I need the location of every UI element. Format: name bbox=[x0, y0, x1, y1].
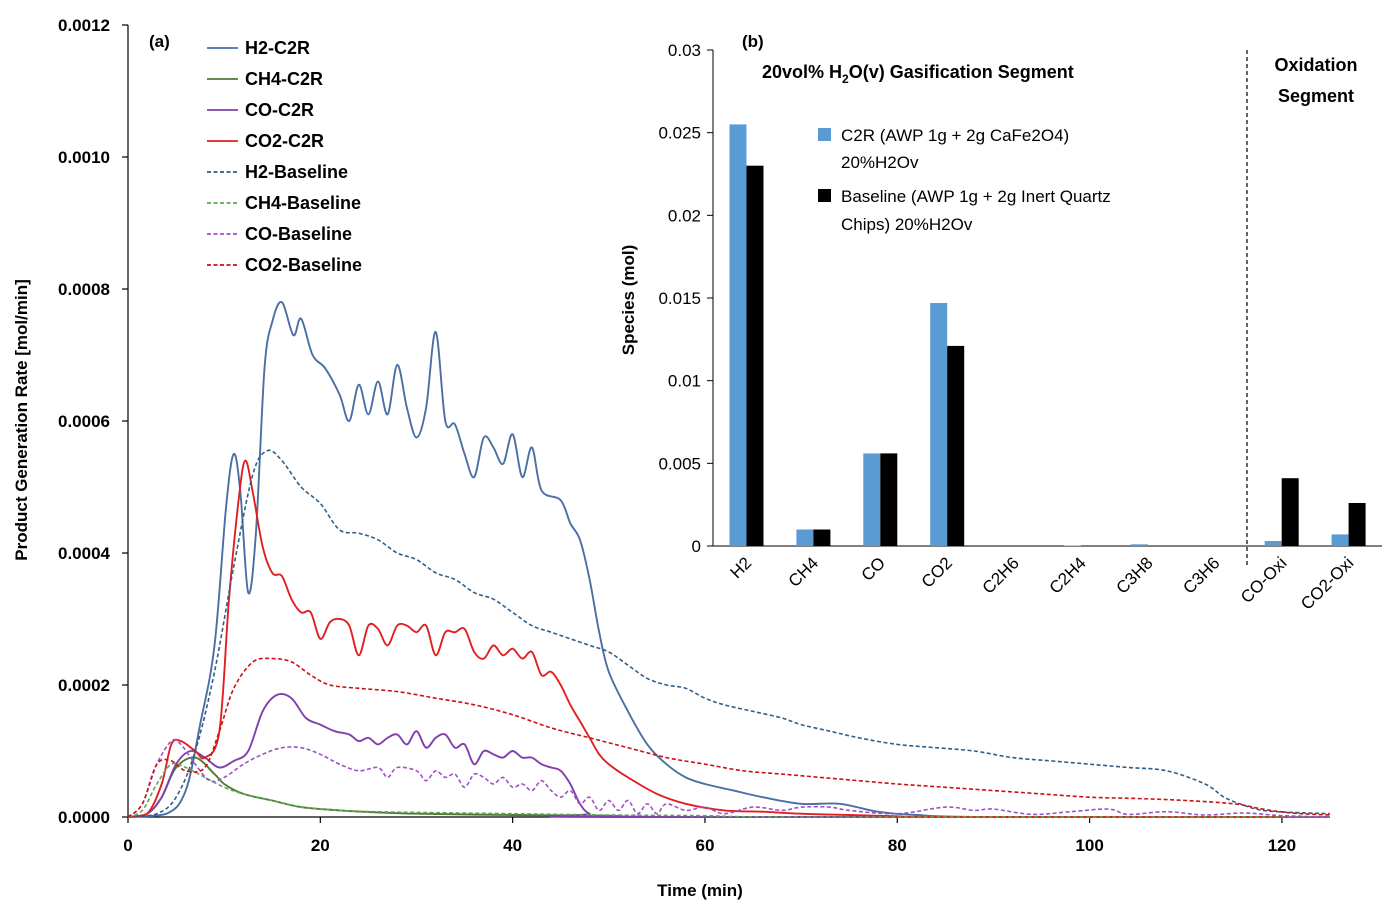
category-label-c2h4: C2H4 bbox=[1046, 553, 1090, 597]
panel-b-y-tick-label: 0.03 bbox=[668, 41, 701, 60]
bar-co-baseline bbox=[880, 453, 897, 546]
panel-a-x-axis-title: Time (min) bbox=[657, 881, 743, 900]
legend-label-baseline-line2: Chips) 20%H2Ov bbox=[841, 215, 973, 234]
panel-a-series-lines bbox=[128, 302, 1330, 817]
bar-c3h8-c2r bbox=[1131, 544, 1148, 546]
panel-a-x-tick-label: 100 bbox=[1075, 836, 1103, 855]
legend-label-c2r-line2: 20%H2Ov bbox=[841, 153, 919, 172]
panel-a-x-tick-label: 80 bbox=[888, 836, 907, 855]
panel-a-y-tick-label: 0.0004 bbox=[58, 544, 111, 563]
panel-a-y-ticks: 0.0000 0.0002 0.0004 0.0006 0.0008 0.0010 0.00… bbox=[58, 16, 128, 827]
oxidation-segment-title-line2: Segment bbox=[1278, 86, 1354, 106]
panel-a-label: (a) bbox=[149, 32, 170, 51]
legend-label-co-c2r: CO-C2R bbox=[245, 100, 314, 120]
bar-co2-baseline bbox=[947, 346, 964, 546]
panel-a-y-tick-label: 0.0010 bbox=[58, 148, 110, 167]
bar-h2-c2r bbox=[730, 124, 747, 546]
series-line-co2-baseline bbox=[128, 658, 1330, 817]
category-label-c2h6: C2H6 bbox=[979, 553, 1023, 597]
legend-label-h2-c2r: H2-C2R bbox=[245, 38, 310, 58]
series-line-co-c2r bbox=[128, 694, 1330, 817]
panel-a-y-tick-label: 0.0012 bbox=[58, 16, 110, 35]
panel-b-y-tick-label: 0.015 bbox=[658, 289, 701, 308]
panel-a-x-tick-label: 120 bbox=[1268, 836, 1296, 855]
panel-b-legend: C2R (AWP 1g + 2g CaFe2O4) 20%H2Ov Baseli… bbox=[818, 126, 1111, 234]
bar-co-oxi-baseline bbox=[1282, 478, 1299, 546]
bar-c2h4-c2r bbox=[1064, 546, 1081, 547]
legend-label-co2-c2r: CO2-C2R bbox=[245, 131, 324, 151]
bar-co-c2r bbox=[863, 453, 880, 546]
panel-b-y-tick-label: 0.005 bbox=[658, 454, 701, 473]
oxidation-segment-title-line1: Oxidation bbox=[1274, 55, 1357, 75]
bar-co2-oxi-baseline bbox=[1349, 503, 1366, 546]
series-line-co2-c2r bbox=[128, 461, 1330, 817]
category-label-h2: H2 bbox=[726, 553, 755, 582]
category-label-co2: CO2 bbox=[918, 553, 956, 591]
series-line-co-baseline bbox=[128, 740, 1330, 817]
panel-b-label: (b) bbox=[742, 32, 764, 51]
panel-a-y-tick-label: 0.0000 bbox=[58, 808, 110, 827]
category-label-co-oxi: CO-Oxi bbox=[1237, 553, 1291, 607]
panel-b-axes bbox=[713, 50, 1382, 546]
panel-b-y-tick-label: 0 bbox=[692, 537, 701, 556]
legend-label-co-baseline: CO-Baseline bbox=[245, 224, 352, 244]
panel-a-y-tick-label: 0.0008 bbox=[58, 280, 110, 299]
panel-b-y-axis-title: Species (mol) bbox=[619, 245, 638, 356]
panel-a-y-tick-label: 0.0006 bbox=[58, 412, 110, 431]
legend-label-c2r-line1: C2R (AWP 1g + 2g CaFe2O4) bbox=[841, 126, 1069, 145]
panel-a-x-tick-label: 60 bbox=[695, 836, 714, 855]
legend-label-ch4-baseline: CH4-Baseline bbox=[245, 193, 361, 213]
legend-swatch-c2r bbox=[818, 128, 831, 141]
legend-label-baseline-line1: Baseline (AWP 1g + 2g Inert Quartz bbox=[841, 187, 1111, 206]
bar-h2-baseline bbox=[747, 166, 764, 546]
panel-b-y-ticks: 0 0.005 0.01 0.015 0.02 0.025 0.03 bbox=[658, 41, 713, 556]
panel-a-y-tick-label: 0.0002 bbox=[58, 676, 110, 695]
panel-a-x-tick-label: 40 bbox=[503, 836, 522, 855]
bar-ch4-c2r bbox=[796, 530, 813, 547]
legend-swatch-baseline bbox=[818, 189, 831, 202]
bar-co-oxi-c2r bbox=[1265, 541, 1282, 546]
bar-co2-c2r bbox=[930, 303, 947, 546]
gasification-segment-title: 20vol% H2O(v) Gasification Segment bbox=[762, 62, 1074, 86]
panel-b-y-tick-label: 0.01 bbox=[668, 372, 701, 391]
category-label-c3h6: C3H6 bbox=[1179, 553, 1223, 597]
bar-co2-oxi-c2r bbox=[1332, 534, 1349, 546]
category-label-co: CO bbox=[858, 553, 889, 584]
legend-label-h2-baseline: H2-Baseline bbox=[245, 162, 348, 182]
series-line-h2-baseline bbox=[128, 450, 1330, 817]
category-label-c3h8: C3H8 bbox=[1113, 553, 1157, 597]
legend-label-ch4-c2r: CH4-C2R bbox=[245, 69, 323, 89]
panel-b-y-tick-label: 0.025 bbox=[658, 124, 701, 143]
category-label-ch4: CH4 bbox=[785, 553, 822, 590]
panel-a-x-tick-label: 20 bbox=[311, 836, 330, 855]
panel-a-y-axis-title: Product Generation Rate [mol/min] bbox=[12, 279, 31, 560]
legend-label-co2-baseline: CO2-Baseline bbox=[245, 255, 362, 275]
category-label-co2-oxi: CO2-Oxi bbox=[1297, 553, 1357, 613]
series-line-h2-c2r bbox=[128, 302, 1330, 817]
panel-a-x-tick-label: 0 bbox=[123, 836, 132, 855]
bar-ch4-baseline bbox=[813, 530, 830, 547]
panel-b-y-tick-label: 0.02 bbox=[668, 206, 701, 225]
panel-a-x-ticks: 0 20 40 60 80 100 120 bbox=[123, 817, 1296, 855]
panel-a-legend: H2-C2R CH4-C2R CO-C2R CO2-C2R H2-Baseline CH4… bbox=[207, 38, 362, 275]
